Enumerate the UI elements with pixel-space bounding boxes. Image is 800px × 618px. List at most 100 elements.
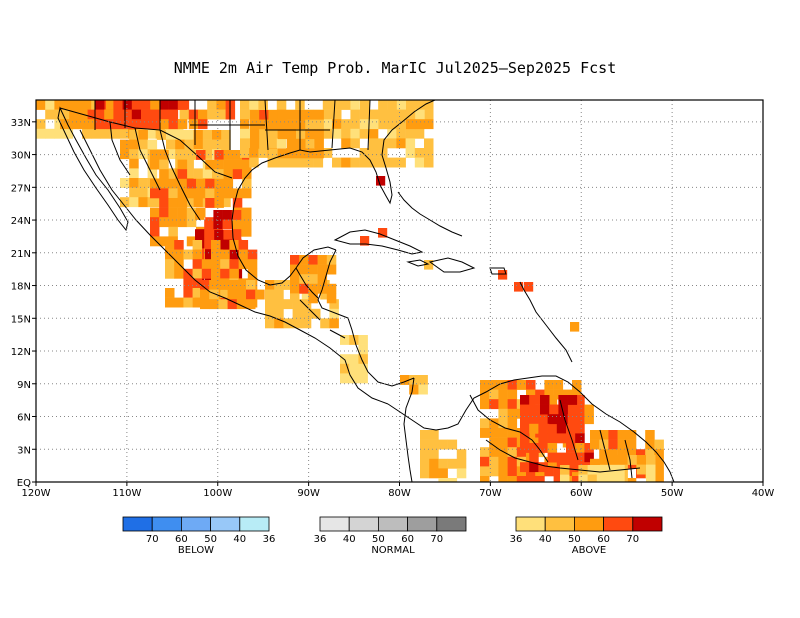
probability-cell [286, 148, 297, 159]
probability-cell [45, 128, 55, 139]
probability-cell [646, 474, 656, 482]
probability-cell [420, 458, 430, 469]
legend-label: 40 [539, 534, 552, 545]
y-tick-label: 21N [11, 249, 31, 260]
probability-cell [159, 188, 169, 199]
probability-cell [159, 178, 169, 189]
probability-cell [205, 198, 215, 208]
probability-cell [196, 178, 206, 189]
probability-cell [349, 354, 359, 365]
probability-cell [214, 188, 224, 199]
probability-cell [369, 109, 379, 120]
probability-cell [184, 130, 194, 140]
probability-cell [277, 119, 288, 130]
probability-cell [200, 280, 210, 290]
probability-cell [424, 138, 434, 149]
probability-cell [626, 449, 637, 460]
probability-cell [626, 430, 637, 440]
probability-cell [456, 449, 467, 460]
probability-cell [292, 318, 303, 329]
probability-cell [359, 157, 370, 168]
probability-cell [201, 259, 212, 270]
probability-cell [192, 259, 203, 270]
probability-cell [424, 100, 434, 110]
probability-cell [645, 439, 655, 450]
chart-title: NMME 2m Air Temp Prob. MarIC Jul2025–Sep… [174, 59, 617, 77]
y-tick-label: 18N [11, 282, 31, 293]
probability-cell [193, 168, 204, 179]
probability-cell [195, 210, 205, 220]
probability-cell [566, 404, 576, 415]
probability-cell [429, 449, 439, 460]
probability-cell [221, 130, 231, 140]
probability-cell [341, 138, 351, 149]
probability-cell [200, 289, 210, 300]
probability-cell [358, 373, 368, 384]
probability-cell [138, 197, 148, 208]
probability-cell [216, 100, 226, 110]
probability-cell [168, 109, 179, 120]
probability-cell [184, 197, 194, 208]
probability-cell [378, 119, 388, 130]
legend-label: 70 [626, 534, 639, 545]
probability-cell [654, 458, 664, 469]
probability-cell [305, 119, 315, 130]
probability-cell [209, 299, 219, 310]
probability-cell [286, 119, 297, 130]
probability-cell [424, 119, 434, 130]
probability-cell [183, 297, 193, 308]
probability-cell [204, 229, 214, 240]
probability-cell [314, 110, 324, 120]
probability-cell [406, 100, 416, 110]
probability-cell [296, 119, 306, 130]
probability-cell [211, 268, 221, 279]
probability-cell [396, 119, 407, 130]
probability-cell [165, 240, 175, 250]
probability-cell [558, 395, 568, 405]
probability-cell [529, 443, 539, 453]
probability-cell [129, 168, 139, 179]
legend-name: NORMAL [371, 545, 415, 556]
probability-cell [654, 439, 664, 450]
probability-cell [507, 408, 518, 419]
probability-cell [529, 423, 539, 434]
probability-cell [159, 109, 169, 120]
probability-cell [91, 128, 101, 139]
probability-cell [480, 399, 490, 410]
probability-cell [350, 138, 360, 149]
probability-cell [529, 452, 539, 463]
probability-cell [489, 399, 499, 410]
probability-cell [556, 423, 567, 434]
probability-cell [526, 437, 536, 448]
probability-cell [301, 299, 312, 310]
probability-cell [205, 249, 215, 260]
probability-cell [358, 363, 368, 374]
probability-cell [529, 414, 539, 425]
probability-cell [259, 138, 269, 149]
probability-cell [118, 128, 129, 139]
probability-cell [429, 439, 439, 450]
probability-cell [192, 240, 203, 250]
probability-cell [223, 178, 234, 189]
probability-cell [489, 437, 499, 448]
probability-cell [558, 414, 568, 425]
probability-cell [340, 354, 350, 365]
probability-cell [572, 389, 582, 400]
probability-cell [507, 380, 518, 390]
probability-cell [429, 468, 439, 479]
probability-cell [396, 157, 406, 168]
longitude-ticks: 120W 110W 100W 90W 80W 70W 60W 50W 40W [22, 482, 774, 499]
probability-cell [314, 119, 324, 130]
probability-cell [104, 119, 114, 130]
probability-cell [520, 414, 530, 425]
probability-cell [240, 100, 250, 110]
probability-cell [320, 289, 330, 300]
probability-cell [308, 264, 318, 275]
probability-cell [211, 249, 221, 260]
probability-cell [227, 299, 238, 310]
probability-cell [150, 159, 160, 170]
probability-cell [129, 187, 139, 198]
x-tick-label: 50W [661, 488, 684, 499]
probability-cell [567, 414, 578, 425]
probability-cell [184, 139, 194, 150]
